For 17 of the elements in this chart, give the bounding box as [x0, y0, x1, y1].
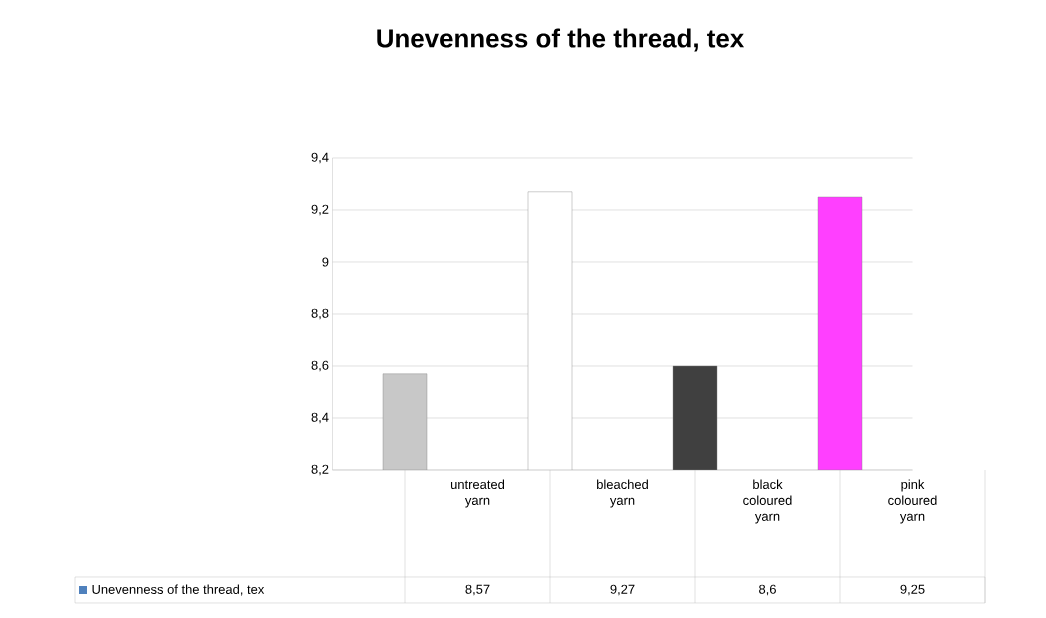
data-label: 9,27	[610, 584, 635, 596]
x-tick-label: black coloured yarn	[743, 479, 792, 524]
y-tick-label: 8,8	[311, 308, 329, 320]
data-label: 8,57	[465, 584, 490, 596]
data-label: 8,6	[759, 584, 776, 596]
y-tick-label: 8,2	[311, 464, 329, 476]
chart-title: Unevenness of the thread, tex	[377, 28, 745, 52]
y-tick-label: 8,4	[311, 412, 329, 424]
x-tick-label: untreated yarn	[450, 479, 505, 508]
data-label: 9,25	[900, 584, 925, 596]
x-tick-label: bleached yarn	[597, 479, 648, 508]
y-tick-label: 8,6	[311, 360, 329, 372]
x-tick-label: pink coloured yarn	[888, 479, 937, 524]
y-tick-label: 9,2	[311, 204, 329, 216]
text: Unevenness of the thread, tex	[92, 584, 265, 596]
y-tick-label: 9	[322, 257, 329, 267]
y-tick-label: 9,4	[311, 152, 329, 164]
